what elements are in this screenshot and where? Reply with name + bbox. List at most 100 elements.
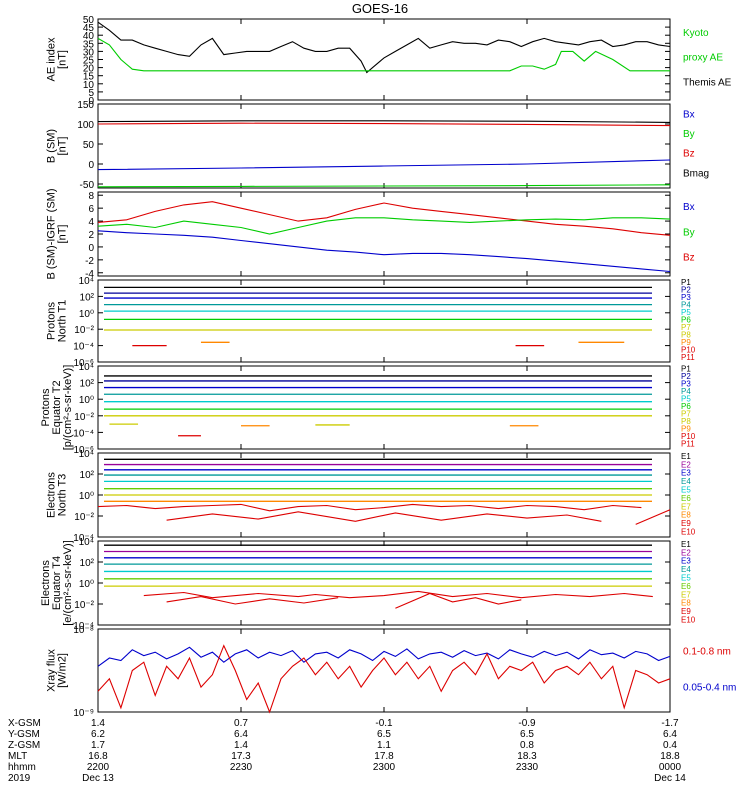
table-cell: 18.8: [660, 751, 680, 762]
y-axis-label: Equator T4: [51, 556, 63, 610]
y-tick-label: 0: [88, 160, 94, 171]
legend-label: 0.05-0.4 nm: [683, 682, 736, 693]
y-tick-label: 10⁴: [79, 362, 94, 373]
legend-label: P6: [681, 402, 691, 411]
table-cell: 6.4: [663, 729, 677, 740]
legend-label: Themis AE: [683, 77, 732, 88]
table-row-label: hhmm: [8, 762, 36, 773]
y-axis-label: Protons: [40, 388, 52, 426]
series-line: [97, 159, 671, 171]
y-tick-label: 30: [83, 47, 95, 58]
y-tick-label: 10⁻²: [74, 600, 94, 611]
y-tick-label: 10⁻⁹: [73, 708, 94, 719]
series-line: [97, 184, 671, 188]
y-tick-label: 10⁴: [79, 449, 94, 460]
table-cell: 6.5: [377, 729, 391, 740]
panel-frame: [97, 279, 671, 363]
y-tick-label: 100: [77, 120, 94, 131]
y-axis-label: [p/(cm²-s-sr-keV)]: [62, 365, 74, 451]
y-tick-label: 10⁻⁸: [73, 625, 94, 636]
y-tick-label: 10⁻⁴: [73, 342, 94, 353]
legend-label: Bz: [683, 149, 695, 160]
y-tick-label: 10⁻²: [74, 412, 94, 423]
y-tick-label: 10⁻⁴: [73, 428, 94, 439]
panel-frame: [97, 628, 671, 713]
table-row-label: Z-GSM: [8, 740, 40, 751]
panel-frame: [97, 103, 671, 189]
table-row-label: X-GSM: [8, 718, 41, 729]
legend-label: P10: [681, 432, 696, 441]
legend-label: E1: [681, 540, 691, 549]
panel-bdiff: -4 -2 0 2 4 6 8 B (SM)-IGRF (SM) [nT] Bx By Bz: [46, 188, 695, 279]
table-cell: 2330: [516, 762, 539, 773]
legend-label: E1: [681, 452, 691, 461]
legend-label: E10: [681, 527, 696, 536]
legend-label: P3: [681, 379, 691, 388]
legend-label: P1: [681, 278, 691, 287]
table-cell: 1.7: [91, 740, 105, 751]
y-tick-label: 10⁰: [79, 309, 94, 320]
table-cell: 2300: [373, 762, 396, 773]
panel-xray: 10⁻⁹ 10⁻⁸ Xray flux [W/m2] 0.1-0.8 nm 0.05-0.…: [46, 625, 737, 719]
table-row-label: Y-GSM: [8, 729, 40, 740]
panel-bsm: -50 0 50 100 150 B (SM) [nT] Bx By Bz Bmag: [46, 100, 710, 191]
legend-label: P2: [681, 286, 691, 295]
y-tick-label: 10⁰: [79, 395, 94, 406]
y-axis-label: [nT]: [57, 50, 69, 69]
y-tick-label: -2: [85, 256, 94, 267]
y-tick-label: 10⁴: [79, 537, 94, 548]
y-axis-label: [e/(cm²-s-sr-keV)]: [62, 540, 74, 626]
legend-label: E8: [681, 599, 691, 608]
y-tick-label: 20: [83, 64, 95, 75]
y-tick-label: 10⁻⁴: [73, 533, 94, 544]
table-cell: -1.7: [661, 718, 679, 729]
y-tick-label: 10⁻²: [74, 512, 94, 523]
table-row-label: MLT: [8, 751, 27, 762]
legend-label: E4: [681, 477, 691, 486]
legend-label: Bx: [683, 110, 695, 121]
legend-label: P10: [681, 345, 696, 354]
y-tick-label: 45: [83, 23, 95, 34]
table-cell: 0.8: [520, 740, 534, 751]
y-tick-label: 50: [83, 15, 95, 26]
table-cell: 2200: [87, 762, 110, 773]
y-tick-label: -4: [85, 269, 94, 280]
y-tick-label: 10²: [80, 558, 95, 569]
panel-enorth: 10⁻⁴ 10⁻² 10⁰ 10² 10⁴ Electrons North T3 E1E2E3…: [46, 449, 696, 544]
series-line: [97, 120, 671, 123]
panel-frame: [97, 365, 671, 450]
y-tick-label: 25: [83, 56, 95, 67]
y-tick-label: 35: [83, 39, 95, 50]
y-tick-label: 10⁻⁶: [73, 445, 94, 456]
series-line: [97, 646, 671, 667]
y-tick-label: 10²: [80, 379, 95, 390]
table-cell: 1.1: [377, 740, 391, 751]
panel-eequator: 10⁻⁴ 10⁻² 10⁰ 10² 10⁴ Electrons Equator T4 [e/(…: [40, 537, 696, 632]
legend-label: E3: [681, 469, 691, 478]
legend-label: E7: [681, 590, 691, 599]
table-cell: 0.7: [234, 718, 248, 729]
y-axis-label: Electrons: [46, 472, 58, 518]
table-cell: Dec 14: [654, 773, 686, 784]
chart-title: GOES-16: [352, 1, 408, 16]
series-line: [97, 21, 671, 74]
table-cell: 18.3: [517, 751, 537, 762]
x-axis-table: X-GSMY-GSMZ-GSMMLThhmm20191.46.21.716.82…: [8, 718, 686, 784]
legend-label: P8: [681, 330, 691, 339]
legend-label: P5: [681, 394, 691, 403]
table-cell: -0.9: [518, 718, 536, 729]
y-tick-label: 15: [83, 72, 95, 83]
y-tick-label: 10²: [80, 292, 95, 303]
legend-label: Bx: [683, 202, 695, 213]
legend-label: E9: [681, 607, 691, 616]
y-axis-label: Equator T2: [51, 380, 63, 434]
legend-label: 0.1-0.8 nm: [683, 646, 731, 657]
legend-label: P4: [681, 301, 691, 310]
series-line: [97, 37, 670, 72]
series-line: [97, 201, 671, 236]
series-line: [166, 596, 339, 605]
series-line: [97, 644, 671, 714]
y-tick-label: 10⁴: [79, 276, 94, 287]
legend-label: P1: [681, 364, 691, 373]
